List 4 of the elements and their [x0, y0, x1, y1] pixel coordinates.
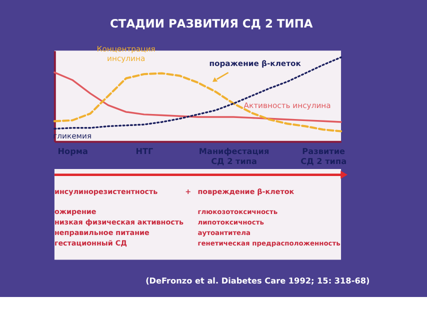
- annotation: поражение β-клеток: [209, 58, 302, 68]
- chart-title: СТАДИИ РАЗВИТИЯ СД 2 ТИПА: [110, 16, 313, 31]
- text: (DeFronzo et al. Diabetes Care 1992; 15: 318-68): [146, 276, 370, 286]
- series-label: Активность инсулина: [244, 101, 331, 110]
